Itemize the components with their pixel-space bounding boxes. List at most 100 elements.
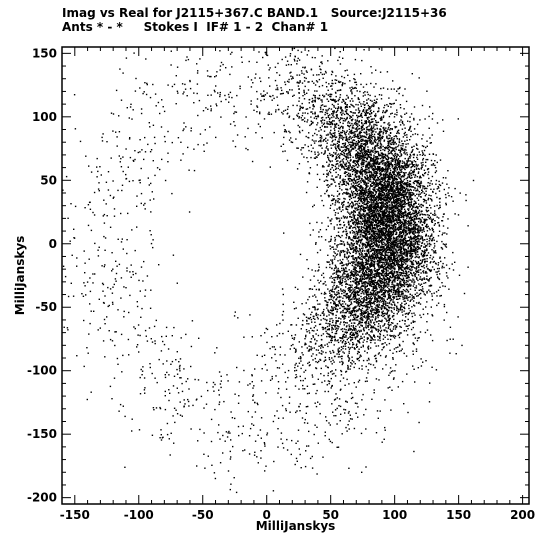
data-point <box>381 119 383 121</box>
data-point <box>372 249 375 251</box>
data-point <box>385 186 387 188</box>
data-point <box>374 202 377 204</box>
data-point <box>393 225 395 227</box>
data-point <box>356 358 359 361</box>
data-point <box>391 166 393 168</box>
data-point <box>353 210 355 212</box>
data-point <box>350 89 353 91</box>
data-point <box>357 416 359 418</box>
data-point <box>382 250 384 252</box>
data-point <box>358 291 360 293</box>
data-point <box>389 173 391 175</box>
data-point <box>370 153 372 155</box>
data-point <box>310 111 312 113</box>
data-point <box>424 261 426 264</box>
data-point <box>343 271 345 273</box>
data-point <box>383 241 385 244</box>
data-point <box>346 264 348 267</box>
data-point <box>408 245 410 247</box>
data-point <box>372 283 375 286</box>
data-point <box>358 297 360 300</box>
data-point <box>367 154 370 156</box>
data-point <box>399 297 401 300</box>
data-point <box>364 264 367 266</box>
data-point <box>287 91 289 93</box>
data-point <box>411 242 413 245</box>
data-point <box>364 243 367 246</box>
data-point <box>407 267 409 269</box>
data-point <box>363 299 365 301</box>
data-point <box>407 120 409 122</box>
data-point <box>387 177 390 179</box>
data-point <box>331 339 333 342</box>
data-point <box>415 240 417 242</box>
data-point <box>430 218 432 220</box>
data-point <box>359 144 362 147</box>
data-point <box>346 273 349 276</box>
data-point <box>362 86 365 88</box>
data-point <box>427 313 429 315</box>
data-point <box>394 275 397 277</box>
data-point <box>402 122 404 125</box>
data-point <box>253 109 255 111</box>
data-point <box>355 228 357 230</box>
data-point <box>309 222 311 225</box>
data-point <box>361 252 363 255</box>
data-point <box>396 216 398 218</box>
data-point <box>472 179 475 182</box>
data-point <box>383 170 385 172</box>
data-point <box>368 225 370 227</box>
data-point <box>382 231 385 234</box>
data-point <box>365 83 368 86</box>
data-point <box>405 178 407 180</box>
data-point <box>355 295 357 297</box>
data-point <box>380 125 382 127</box>
data-point <box>417 279 419 282</box>
data-point <box>373 281 375 283</box>
data-point <box>332 198 334 200</box>
data-point <box>390 224 392 226</box>
data-point <box>398 245 400 247</box>
data-point <box>340 251 343 254</box>
data-point <box>356 203 359 205</box>
data-point <box>339 312 342 314</box>
data-point <box>348 151 351 153</box>
data-point <box>383 287 385 290</box>
data-point <box>356 194 358 196</box>
data-point <box>430 276 432 279</box>
data-point <box>353 250 355 252</box>
data-point <box>395 170 397 172</box>
data-point <box>348 348 351 350</box>
data-point <box>377 188 380 190</box>
data-point <box>302 313 305 315</box>
data-point <box>360 261 362 263</box>
data-point <box>351 229 353 232</box>
data-point <box>400 220 402 222</box>
data-point <box>364 183 366 185</box>
data-point <box>397 189 399 191</box>
data-point <box>357 300 359 303</box>
data-point <box>363 229 365 232</box>
data-point <box>431 183 433 185</box>
data-point <box>433 252 435 254</box>
data-point <box>243 336 245 338</box>
data-point <box>376 172 379 174</box>
data-point <box>370 109 372 111</box>
data-point <box>307 350 310 352</box>
data-point <box>401 168 403 171</box>
data-point <box>290 141 292 143</box>
data-point <box>360 127 363 129</box>
data-point <box>362 143 365 145</box>
data-point <box>363 163 365 165</box>
data-point <box>401 128 404 130</box>
data-point <box>383 235 385 237</box>
data-point <box>339 128 341 130</box>
data-point <box>359 145 361 147</box>
data-point <box>353 366 355 369</box>
data-point <box>339 227 341 229</box>
data-point <box>428 194 430 196</box>
data-point <box>344 289 346 292</box>
data-point <box>314 338 316 341</box>
data-point <box>347 175 350 177</box>
data-point <box>317 308 319 310</box>
